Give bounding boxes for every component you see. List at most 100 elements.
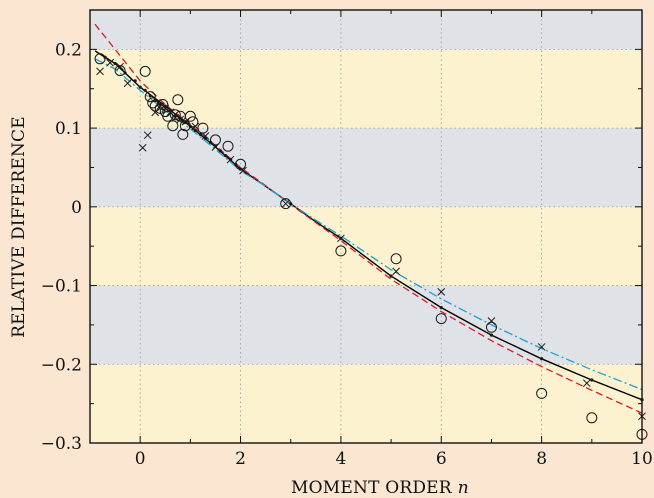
marker-circle <box>172 94 184 106</box>
marker-circle <box>222 140 234 152</box>
marker-cross-stroke <box>281 199 290 208</box>
marker-cross <box>106 58 114 67</box>
marker-cross <box>281 199 290 208</box>
marker-dot <box>103 55 107 59</box>
marker-cross-stroke <box>537 343 546 351</box>
marker-circle <box>187 116 199 128</box>
marker-dot <box>540 357 544 361</box>
y-tick-label: −0.2 <box>41 355 82 375</box>
marker-dot <box>178 117 182 121</box>
marker-dot <box>389 274 393 278</box>
grid-lines <box>90 10 642 443</box>
marker-dot <box>208 140 213 144</box>
marker-cross <box>161 104 170 113</box>
marker-cross-stroke <box>487 317 496 325</box>
marker-dot <box>123 71 127 75</box>
background-bands <box>90 10 642 443</box>
marker-cross-stroke <box>201 132 210 140</box>
x-tick-label: 0 <box>135 449 146 469</box>
marker-dot <box>203 136 208 140</box>
marker-cross-stroke <box>116 62 124 71</box>
marker-circle <box>536 387 548 399</box>
marker-cross-stroke <box>582 379 591 388</box>
marker-cross <box>138 143 147 152</box>
marker-cross-stroke <box>171 114 180 122</box>
marker-cross <box>437 287 446 296</box>
marker-circle <box>114 65 126 77</box>
marker-cross-stroke <box>191 122 200 131</box>
marker-circle <box>157 98 169 110</box>
marker-dot <box>339 236 343 240</box>
background-band <box>90 285 642 365</box>
marker-circle <box>184 110 196 122</box>
background-band <box>90 206 642 286</box>
y-tick-labels: −0.3 −0.2 −0.1 0 0.1 0.2 <box>41 40 82 454</box>
marker-circle <box>139 65 151 77</box>
marker-cross-stroke <box>143 131 152 140</box>
marker-dot <box>153 98 157 103</box>
marker-cross-stroke <box>392 267 400 276</box>
marker-dot <box>143 88 147 92</box>
marker-dot <box>168 109 172 113</box>
marker-circle <box>390 253 402 265</box>
marker-dot <box>193 128 197 133</box>
background-band <box>90 128 642 207</box>
marker-circle <box>435 313 447 325</box>
y-tick-label: 0.2 <box>55 40 82 60</box>
marker-cross-stroke <box>106 58 114 67</box>
marker-circle <box>485 321 497 333</box>
marker-dot <box>113 61 117 66</box>
x-tick-label: 2 <box>235 449 246 469</box>
marker-cross <box>116 62 124 71</box>
marker-dot <box>213 144 218 148</box>
marker-dot <box>133 79 137 83</box>
marker-cross <box>96 67 104 76</box>
y-tick-label: 0.1 <box>55 119 82 139</box>
marker-cross-stroke <box>437 287 446 296</box>
marker-dot <box>489 333 494 337</box>
marker-cross-stroke <box>123 79 132 88</box>
y-tick-label: 0 <box>71 198 82 218</box>
marker-circle <box>169 109 181 121</box>
x-axis-title-text: MOMENT ORDER <box>291 478 453 498</box>
marker-dot <box>238 167 243 171</box>
marker-cross <box>487 317 496 325</box>
background-band <box>90 364 642 443</box>
marker-circle <box>586 412 598 424</box>
marker-cross-stroke <box>151 108 160 117</box>
marker-circle <box>144 91 156 103</box>
marker-cross <box>201 132 210 140</box>
marker-cross <box>123 79 132 88</box>
x-tick-label: 4 <box>335 449 346 469</box>
marker-cross-stroke <box>161 104 170 113</box>
plot-frame <box>89 9 643 444</box>
marker-cross <box>392 267 400 276</box>
marker-cross <box>582 379 591 388</box>
marker-dot <box>233 162 238 166</box>
marker-dot <box>228 157 233 162</box>
marker-cross <box>171 114 180 122</box>
axis-ticks <box>89 9 643 444</box>
y-axis-title: RELATIVE DIFFERENCE <box>9 116 29 338</box>
marker-dot <box>590 378 594 382</box>
marker-circle <box>177 128 189 140</box>
marker-cross-stroke <box>239 166 247 175</box>
marker-cross-stroke <box>96 67 104 76</box>
marker-dot <box>198 132 202 136</box>
background-band <box>90 49 642 129</box>
x-tick-label: 8 <box>536 449 547 469</box>
x-tick-label: 6 <box>436 449 447 469</box>
marker-dot <box>173 113 177 118</box>
x-axis-variable: n <box>458 478 469 498</box>
y-tick-label: −0.3 <box>41 434 82 454</box>
marker-cross-stroke <box>138 143 147 152</box>
marker-dot <box>188 124 192 129</box>
marker-dot <box>148 94 152 98</box>
marker-dot <box>163 104 167 108</box>
marker-dot <box>439 305 443 310</box>
marker-dot <box>138 85 142 89</box>
x-tick-labels: 0 2 4 6 8 10 <box>135 449 653 469</box>
marker-cross <box>143 131 152 140</box>
